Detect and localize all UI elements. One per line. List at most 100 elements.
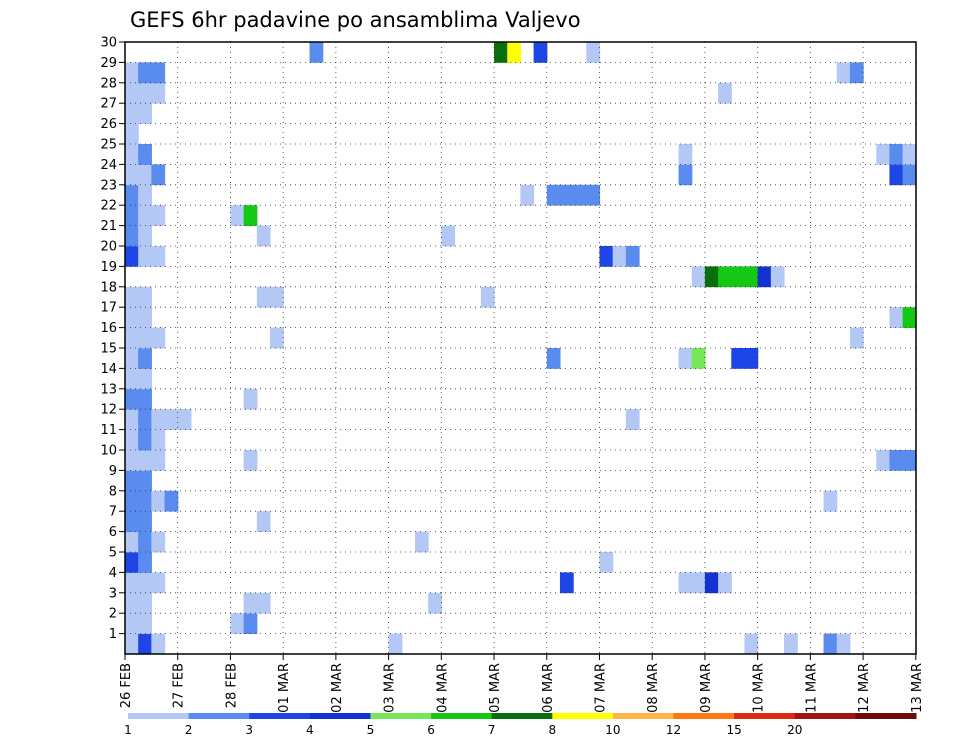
colorbar-segment: [794, 713, 856, 719]
heatmap-cell: [256, 592, 271, 614]
colorbar-tick-label: 15: [727, 723, 742, 737]
colorbar-tick-label: 4: [306, 723, 314, 737]
x-tick-label: 11 MAR: [804, 663, 819, 713]
heatmap-cell: [125, 82, 139, 104]
heatmap-cell: [151, 246, 166, 267]
heatmap-cell: [546, 184, 561, 206]
x-tick-label: 28 FEB: [224, 663, 239, 708]
heatmap-cell: [138, 633, 152, 655]
heatmap-cell: [902, 164, 916, 186]
heatmap-cell: [138, 62, 152, 84]
heatmap-cell: [494, 42, 508, 63]
heatmap-cell: [125, 62, 139, 84]
y-tick-label: 18: [100, 280, 117, 295]
heatmap-cell: [125, 368, 139, 390]
heatmap-cell: [889, 164, 904, 186]
heatmap-cell: [164, 409, 179, 430]
x-axis: 26 FEB 27 FEB 28 FEB 01 MAR 02 MAR 03 MAR 04 M…: [119, 654, 925, 713]
heatmap-cell: [586, 184, 601, 206]
heatmap-cell: [138, 531, 152, 553]
heatmap-cell: [902, 307, 916, 328]
heatmap-cell: [704, 266, 719, 288]
y-tick-label: 13: [100, 382, 117, 397]
heatmap-cell: [599, 552, 614, 573]
heatmap-cell: [744, 266, 759, 288]
heatmap-cell: [125, 348, 139, 369]
chart-title: GEFS 6hr padavine po ansamblima Valjevo: [130, 8, 581, 32]
y-tick-label: 23: [100, 178, 117, 193]
heatmap-cell: [138, 511, 152, 532]
heatmap-cell: [770, 266, 785, 288]
y-tick-label: 10: [100, 444, 117, 459]
heatmap-cell: [573, 184, 587, 206]
x-tick-label: 09 MAR: [699, 663, 714, 713]
heatmap-cell: [138, 82, 152, 104]
heatmap-cell: [243, 592, 258, 614]
colorbar-segment: [855, 713, 917, 719]
heatmap-cell: [889, 450, 904, 471]
colorbar-tick-label: 6: [427, 723, 435, 737]
heatmap-cell: [744, 348, 759, 369]
heatmap-cell: [151, 490, 166, 512]
heatmap-cell: [520, 184, 535, 206]
heatmap-cell: [125, 511, 139, 532]
heatmap-cell: [757, 266, 772, 288]
heatmap-cell: [823, 633, 838, 655]
heatmap-cell: [678, 572, 693, 594]
heatmap-cell: [691, 266, 706, 288]
x-tick-label: 12 MAR: [857, 663, 872, 713]
heatmap-cell: [125, 470, 139, 492]
heatmap-cell: [889, 307, 904, 328]
heatmap-cell: [125, 205, 139, 226]
heatmap-cell: [151, 164, 166, 186]
heatmap-cell: [125, 307, 139, 328]
heatmap-cell: [151, 429, 166, 451]
heatmap-cell: [125, 123, 139, 145]
y-tick-label: 28: [100, 76, 117, 91]
heatmap-cell: [138, 409, 152, 430]
heatmap-cell: [151, 633, 166, 655]
colorbar-segment: [612, 713, 675, 719]
heatmap-cell: [151, 82, 166, 104]
heatmap-cell: [151, 450, 166, 471]
heatmap-cell: [125, 572, 139, 594]
heatmap-cell: [138, 144, 152, 165]
heatmap-cell: [177, 409, 192, 430]
heatmap-cell: [256, 511, 271, 532]
heatmap-cell: [678, 164, 693, 186]
x-tick-label: 26 FEB: [119, 663, 134, 708]
heatmap-cell: [691, 572, 706, 594]
heatmap-cell: [138, 368, 152, 390]
heatmap-cell: [125, 103, 139, 124]
heatmap-cell: [889, 144, 904, 165]
heatmap-cell: [876, 450, 891, 471]
y-tick-label: 29: [100, 56, 117, 71]
colorbar-tick-label: 5: [367, 723, 375, 737]
heatmap-cell: [718, 266, 732, 288]
x-tick-label: 13 MAR: [910, 663, 925, 713]
heatmap-cell: [125, 246, 139, 267]
heatmap-cell: [138, 327, 152, 349]
heatmap-cell: [586, 42, 601, 63]
y-tick-label: 3: [109, 586, 117, 601]
y-tick-label: 4: [109, 566, 117, 581]
heatmap-cell: [138, 205, 152, 226]
y-tick-label: 15: [100, 342, 117, 357]
heatmap-cell: [731, 266, 746, 288]
y-tick-label: 19: [100, 260, 117, 275]
heatmap-cell: [243, 613, 258, 634]
heatmap-cell: [138, 429, 152, 451]
colorbar-segment: [188, 713, 250, 719]
y-tick-label: 26: [100, 117, 117, 132]
y-tick-label: 2: [109, 607, 117, 622]
heatmap-cell: [125, 164, 139, 186]
heatmap-cell: [269, 286, 284, 308]
heatmap-cell: [678, 348, 693, 369]
y-tick-label: 12: [100, 403, 117, 418]
x-tick-label: 27 FEB: [172, 663, 187, 708]
colorbar-segment: [309, 713, 371, 719]
heatmap-cell: [256, 286, 271, 308]
heatmap-cell: [125, 225, 139, 247]
heatmap-cell: [559, 572, 574, 594]
